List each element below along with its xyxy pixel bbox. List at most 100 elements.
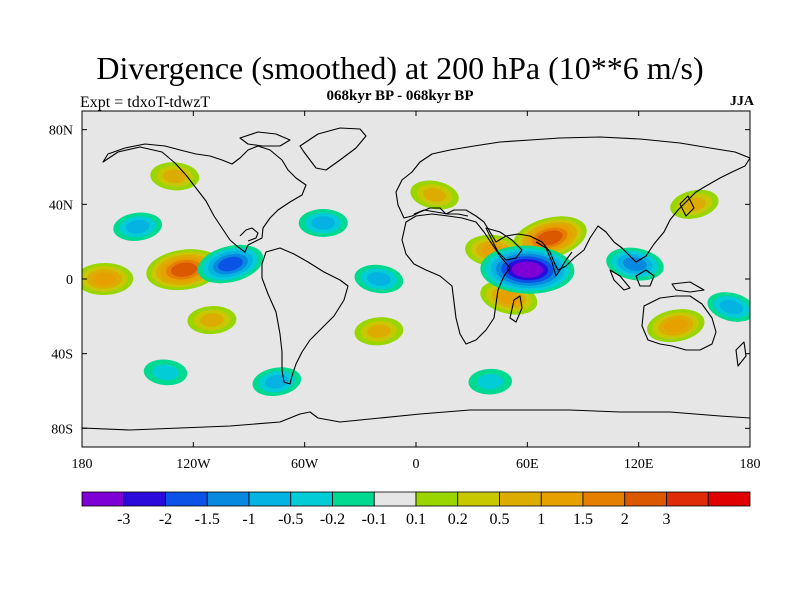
coastline-india	[535, 241, 573, 277]
divergence-field	[82, 162, 750, 397]
colorbar: -3 -2 -1.5 -1 -0.5 -0.2 -0.1 0.1 0.2 0.5 1 1.5 2 3	[81, 491, 751, 528]
coastline-north-america	[102, 143, 307, 253]
contour-band	[663, 318, 688, 333]
x-tick-label: 180	[740, 457, 761, 472]
coastline-arabia	[485, 227, 523, 261]
colorbar-label: -0.2	[320, 511, 345, 528]
y-tick-label: 80N	[49, 124, 73, 139]
contour-band	[125, 219, 150, 234]
colorbar-label: -3	[117, 511, 130, 528]
contour-band	[367, 272, 391, 286]
field-feature	[647, 309, 705, 343]
colorbar-swatch	[332, 491, 375, 507]
map-axes: 180 120W 60W 0 60E 120E 180 80N 40N 0 40S 80S	[49, 111, 761, 472]
coastlines	[82, 127, 750, 431]
plot-subtitle: 068kyr BP - 068kyr BP	[326, 88, 474, 104]
coastline-arctic-islands	[239, 131, 291, 147]
y-tick-label: 80S	[51, 422, 73, 437]
colorbar-label: 0.1	[406, 511, 426, 528]
coastline-south-america	[261, 247, 349, 385]
contour-band	[170, 262, 198, 277]
colorbar-label: 0.2	[448, 511, 468, 528]
field-feature	[197, 244, 264, 284]
colorbar-swatch	[123, 491, 166, 507]
contour-band	[682, 197, 706, 212]
y-tick-label: 40N	[49, 198, 73, 213]
coastline-mediterranean	[413, 209, 469, 217]
contour-band	[218, 256, 243, 272]
colorbar-label: -1.5	[195, 511, 220, 528]
colorbar-label: -1	[242, 511, 255, 528]
field-feature	[252, 367, 302, 397]
contour-band	[311, 216, 336, 230]
contour-band	[511, 261, 543, 278]
colorbar-swatch	[540, 491, 584, 507]
x-tick-label: 120W	[176, 457, 211, 472]
coastline-greenland	[299, 127, 367, 171]
colorbar-swatch	[415, 491, 459, 507]
colorbar-swatch	[707, 491, 751, 507]
x-tick-label: 60E	[516, 457, 539, 472]
colorbar-label: 0.5	[490, 511, 510, 528]
field-feature	[143, 359, 188, 386]
colorbar-swatch	[624, 491, 667, 507]
contour-band	[152, 364, 179, 381]
field-feature	[150, 162, 200, 191]
colorbar-swatch	[582, 491, 626, 507]
colorbar-swatch	[206, 491, 250, 507]
contour-band	[367, 324, 391, 339]
coastline-australia	[641, 295, 717, 351]
contour-band	[162, 169, 187, 184]
y-tick-label: 0	[66, 273, 73, 288]
field-feature	[113, 212, 163, 241]
colorbar-label: -2	[159, 511, 172, 528]
contour-band	[536, 230, 563, 246]
season-label: JJA	[729, 94, 754, 109]
colorbar-label: 3	[663, 511, 671, 528]
x-tick-label: 0	[413, 457, 420, 472]
coastline-antarctica	[82, 409, 750, 431]
colorbar-swatch	[457, 491, 500, 507]
contour-band	[92, 272, 117, 286]
field-feature	[298, 209, 348, 237]
colorbar-swatch	[248, 491, 292, 507]
contour-band	[476, 373, 504, 390]
coastline-madagascar	[509, 295, 523, 323]
field-feature	[187, 306, 237, 335]
field-feature	[707, 292, 750, 322]
colorbar-swatch	[290, 491, 333, 507]
colorbar-swatch	[165, 491, 208, 507]
coastline-japan	[679, 195, 695, 217]
field-feature	[354, 317, 404, 346]
colorbar-label: 1	[537, 511, 545, 528]
contour-band	[200, 313, 224, 327]
x-tick-label: 60W	[291, 457, 319, 472]
contour-band	[422, 188, 447, 202]
coastline-borneo	[635, 269, 655, 287]
coastline-new-zealand	[735, 341, 747, 367]
contour-band	[623, 257, 647, 271]
experiment-label: Expt = tdxoT-tdwzT	[80, 94, 211, 111]
colorbar-label: -0.5	[278, 511, 303, 528]
field-feature	[354, 264, 404, 294]
field-feature	[82, 262, 134, 296]
coastline-eurasia	[395, 136, 750, 271]
x-tick-label: 180	[72, 457, 93, 472]
page-title: Divergence (smoothed) at 200 hPa (10**6 …	[96, 50, 704, 86]
colorbar-swatch	[666, 491, 709, 507]
colorbar-swatch	[373, 491, 417, 507]
coastline-gulf	[239, 227, 259, 242]
field-feature	[468, 368, 513, 395]
colorbar-label: 2	[621, 511, 629, 528]
contour-band	[265, 374, 289, 389]
contour-band	[719, 299, 744, 315]
colorbar-swatch	[499, 491, 542, 507]
x-tick-label: 120E	[624, 457, 654, 472]
contour-band	[496, 290, 521, 305]
colorbar-swatch	[81, 491, 125, 507]
coastline-new-guinea	[671, 281, 705, 293]
y-tick-label: 40S	[51, 348, 73, 363]
colorbar-label: 1.5	[573, 511, 593, 528]
colorbar-label: -0.1	[362, 511, 387, 528]
